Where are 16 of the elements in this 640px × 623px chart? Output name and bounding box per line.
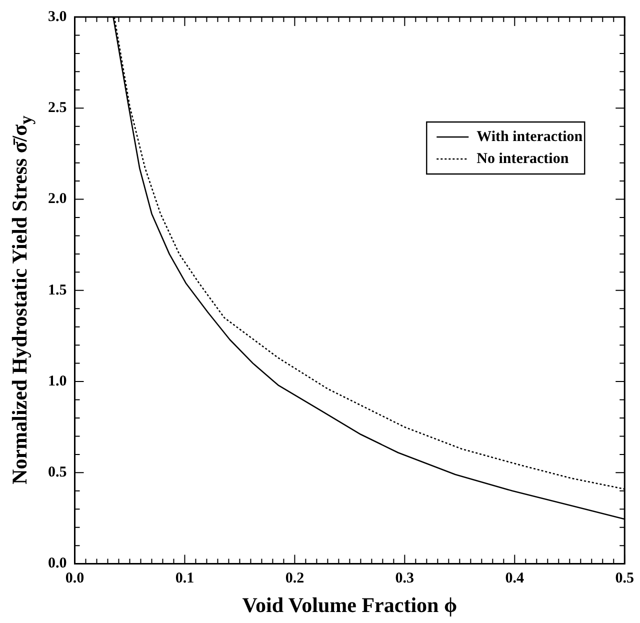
y-tick-label: 2.5 (48, 100, 67, 116)
x-axis-title: Void Volume Fraction ϕ (242, 592, 458, 617)
x-tick-label: 0.5 (615, 570, 634, 587)
x-tick-label: 0.4 (505, 570, 525, 587)
x-tick-label: 0.1 (175, 570, 194, 587)
x-tick-label: 0.3 (395, 570, 414, 587)
y-tick-label: 0.5 (48, 464, 67, 481)
y-tick-label: 1.0 (48, 373, 67, 390)
x-tick-label: 0.0 (65, 570, 84, 587)
x-tick-label: 0.2 (285, 570, 304, 587)
legend-label: With interaction (476, 128, 584, 145)
y-tick-label: 1.5 (48, 282, 67, 298)
y-tick-label: 3.0 (48, 8, 67, 25)
y-tick-label: 0.0 (48, 556, 67, 572)
y-tick-label: 2.0 (48, 191, 67, 208)
legend-label: No interaction (476, 150, 570, 167)
